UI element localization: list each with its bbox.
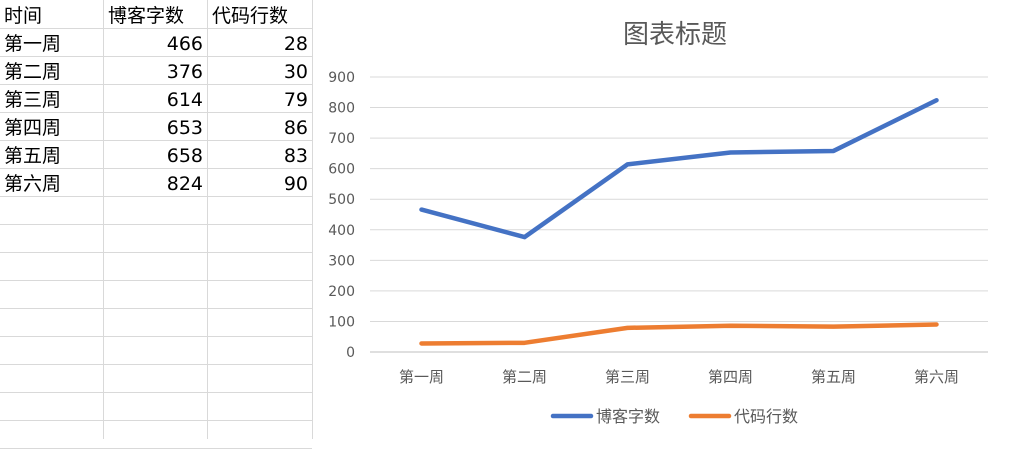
chart-border (312, 0, 313, 439)
row-divider (0, 364, 312, 365)
cell-week[interactable]: 第五周 (4, 145, 62, 167)
cell-code-lines[interactable]: 90 (283, 173, 308, 195)
cell-code-lines[interactable]: 86 (283, 117, 308, 139)
column-divider (103, 0, 104, 439)
y-tick-label: 600 (328, 162, 355, 178)
header-cell-code-lines[interactable]: 代码行数 (212, 5, 289, 27)
column-divider (207, 0, 208, 439)
y-tick-label: 0 (346, 345, 355, 361)
x-tick-label: 第四周 (708, 368, 753, 386)
cell-week[interactable]: 第四周 (4, 117, 62, 139)
cell-code-lines[interactable]: 30 (283, 61, 308, 83)
cell-week[interactable]: 第一周 (4, 33, 62, 55)
spreadsheet[interactable]: 时间 博客字数 代码行数 第一周 466 28 第二周 376 30 第三周 6… (0, 0, 312, 449)
row-divider (0, 56, 312, 57)
row-divider (0, 28, 312, 29)
row-divider (0, 252, 312, 253)
series-line[interactable] (419, 97, 939, 240)
cell-code-lines[interactable]: 79 (283, 89, 308, 111)
row-divider (0, 112, 312, 113)
row-divider (0, 168, 312, 169)
cell-blog-words[interactable]: 653 (166, 117, 203, 139)
x-tick-label: 第五周 (811, 368, 856, 386)
cell-blog-words[interactable]: 466 (166, 33, 203, 55)
cell-blog-words[interactable]: 824 (166, 173, 203, 195)
row-divider (0, 420, 312, 421)
cell-week[interactable]: 第三周 (4, 89, 62, 111)
y-tick-label: 400 (328, 223, 355, 239)
cell-blog-words[interactable]: 614 (166, 89, 203, 111)
legend-label: 博客字数 (596, 407, 660, 426)
y-tick-label: 500 (328, 192, 355, 208)
y-tick-label: 100 (328, 314, 355, 330)
x-tick-label: 第一周 (399, 368, 444, 386)
y-tick-label: 700 (328, 131, 355, 147)
line-chart[interactable]: 图表标题 0 100 200 300 400 500 600 700 800 900 第一周 第二周… (313, 0, 1035, 439)
row-divider (0, 280, 312, 281)
cell-code-lines[interactable]: 83 (283, 145, 308, 167)
y-tick-label: 200 (328, 284, 355, 300)
series-line[interactable] (419, 322, 939, 346)
row-divider (0, 392, 312, 393)
cell-blog-words[interactable]: 658 (166, 145, 203, 167)
x-tick-label: 第二周 (502, 368, 547, 386)
row-divider (0, 336, 312, 337)
y-tick-label: 300 (328, 253, 355, 269)
header-cell-blog-words[interactable]: 博客字数 (108, 5, 185, 27)
row-divider (0, 140, 312, 141)
row-divider (0, 308, 312, 309)
y-tick-label: 900 (328, 70, 355, 86)
header-cell-time[interactable]: 时间 (4, 5, 43, 27)
x-tick-label: 第六周 (914, 368, 959, 386)
cell-code-lines[interactable]: 28 (283, 33, 308, 55)
legend-label: 代码行数 (734, 407, 798, 426)
row-divider (0, 196, 312, 197)
cell-blog-words[interactable]: 376 (166, 61, 203, 83)
chart-title[interactable]: 图表标题 (623, 20, 727, 50)
y-tick-label: 800 (328, 101, 355, 117)
chart-legend[interactable]: 博客字数 代码行数 (550, 407, 798, 426)
row-divider (0, 224, 312, 225)
cell-week[interactable]: 第二周 (4, 61, 62, 83)
x-tick-label: 第三周 (605, 368, 650, 386)
row-divider (0, 84, 312, 85)
cell-week[interactable]: 第六周 (4, 173, 62, 195)
